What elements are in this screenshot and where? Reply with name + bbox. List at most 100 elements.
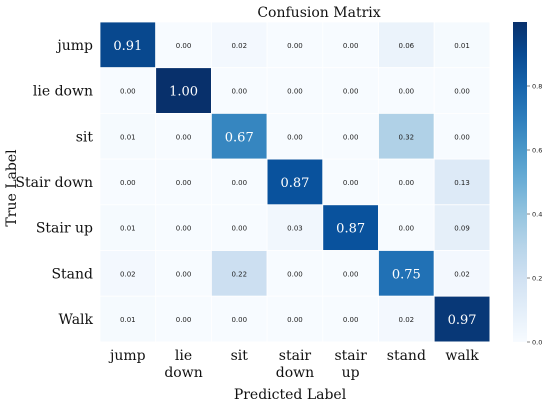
cell-value-label: 0.00	[176, 179, 192, 187]
row-tick-labels: jump lie down sit Stair down Stair up Stand Wa…	[15, 38, 93, 328]
cell-value-label: 0.91	[113, 39, 142, 54]
row-label: jump	[55, 38, 93, 54]
cell-value-label: 0.00	[454, 88, 470, 96]
cell-0-2	[210, 21, 268, 69]
cell-value-label: 0.22	[231, 270, 247, 278]
cell-4-2	[210, 204, 268, 251]
cell-2-5	[378, 113, 435, 160]
column-label: down	[164, 365, 202, 381]
cell-value-label: 0.02	[399, 316, 415, 324]
column-label: sit	[231, 348, 249, 364]
cell-value-label: 0.01	[120, 225, 136, 233]
cell-value-label: 0.01	[454, 42, 470, 50]
x-axis-label: Predicted Label	[234, 387, 347, 403]
cell-3-5	[378, 158, 435, 206]
cell-2-4	[322, 113, 379, 160]
y-axis-label: True Label	[4, 149, 20, 227]
cell-value-label: 0.75	[392, 267, 421, 282]
cell-6-4	[322, 295, 379, 343]
cell-value-label: 0.00	[231, 179, 247, 187]
cell-value-label: 0.97	[448, 313, 477, 328]
cell-5-0	[99, 250, 157, 297]
cell-6-0	[99, 295, 157, 343]
colorbar-tick-label: 0.8	[532, 83, 542, 91]
column-label: up	[342, 365, 360, 381]
cell-value-label: 0.00	[343, 179, 359, 187]
cell-3-3	[266, 158, 324, 206]
cell-value-label: 0.00	[231, 225, 247, 233]
cell-value-label: 0.32	[399, 133, 415, 141]
cell-value-label: 0.13	[454, 179, 470, 187]
cell-value-label: 0.00	[120, 179, 136, 187]
row-label: Walk	[59, 312, 94, 328]
cell-1-2	[210, 67, 268, 114]
cell-value-label: 0.00	[287, 88, 303, 96]
cell-2-3	[266, 113, 324, 160]
column-label: stair	[279, 348, 312, 364]
cell-1-4	[322, 67, 379, 114]
cell-value-label: 0.00	[287, 42, 303, 50]
cell-value-label: 0.00	[399, 225, 415, 233]
cell-3-6	[433, 158, 491, 206]
cell-0-0	[99, 21, 157, 69]
cell-0-1	[155, 21, 212, 69]
cell-5-6	[433, 250, 491, 297]
cell-value-label: 0.06	[399, 42, 415, 50]
row-label: Stair up	[36, 221, 93, 237]
cell-0-5	[378, 21, 435, 69]
cell-value-label: 0.00	[343, 88, 359, 96]
row-label: Stair down	[15, 175, 93, 191]
cell-0-3	[266, 21, 324, 69]
cell-value-label: 0.01	[120, 133, 136, 141]
column-label: jump	[108, 348, 146, 364]
column-label: lie	[175, 348, 192, 364]
cell-value-label: 0.00	[343, 316, 359, 324]
column-label: down	[276, 365, 314, 381]
cell-1-6	[433, 67, 491, 114]
cell-value-label: 0.00	[176, 133, 192, 141]
column-label: stand	[387, 348, 426, 364]
colorbar-tick-label: 0.0	[532, 339, 542, 347]
cell-value-label: 0.00	[343, 133, 359, 141]
cell-value-label: 0.00	[454, 133, 470, 141]
cell-value-label: 1.00	[169, 85, 198, 100]
row-label: sit	[76, 129, 94, 145]
cell-1-0	[99, 67, 157, 114]
cell-value-label: 0.00	[399, 88, 415, 96]
cell-value-label: 0.00	[176, 225, 192, 233]
cell-value-label: 0.09	[454, 225, 470, 233]
cell-value-label: 0.02	[231, 42, 247, 50]
chart-title: Confusion Matrix	[257, 5, 380, 21]
colorbar-tick-label: 0.2	[532, 275, 542, 283]
row-label: Stand	[51, 266, 93, 282]
cell-value-label: 0.03	[287, 225, 303, 233]
cell-value-label: 0.87	[280, 176, 309, 191]
cell-value-label: 0.00	[231, 88, 247, 96]
cell-2-2	[210, 113, 268, 160]
colorbar-tick-label: 0.6	[532, 147, 542, 155]
cell-4-0	[99, 204, 157, 251]
cell-value-label: 0.00	[176, 316, 192, 324]
cell-5-3	[266, 250, 324, 297]
colorbar-tick-label: 0.4	[532, 211, 542, 219]
cell-value-label: 0.87	[336, 222, 365, 237]
cell-value-label: 0.02	[120, 270, 136, 278]
column-label: walk	[445, 348, 479, 364]
row-label: lie down	[33, 84, 93, 100]
cell-value-label: 0.00	[287, 133, 303, 141]
cell-6-6	[433, 295, 491, 343]
cell-6-2	[210, 295, 268, 343]
cell-5-1	[155, 250, 212, 297]
heatmap-cells: 0.91 0.00 0.02 0.00 0.00 0.06 0.01 0.00 1.00 0.00…	[99, 21, 491, 343]
cell-value-label: 0.00	[287, 316, 303, 324]
cell-value-label: 0.00	[176, 270, 192, 278]
cell-value-label: 0.00	[231, 316, 247, 324]
column-label: stair	[334, 348, 367, 364]
cell-3-0	[99, 158, 157, 206]
cell-3-1	[155, 158, 212, 206]
cell-6-5	[378, 295, 435, 343]
cell-value-label: 0.02	[454, 270, 470, 278]
